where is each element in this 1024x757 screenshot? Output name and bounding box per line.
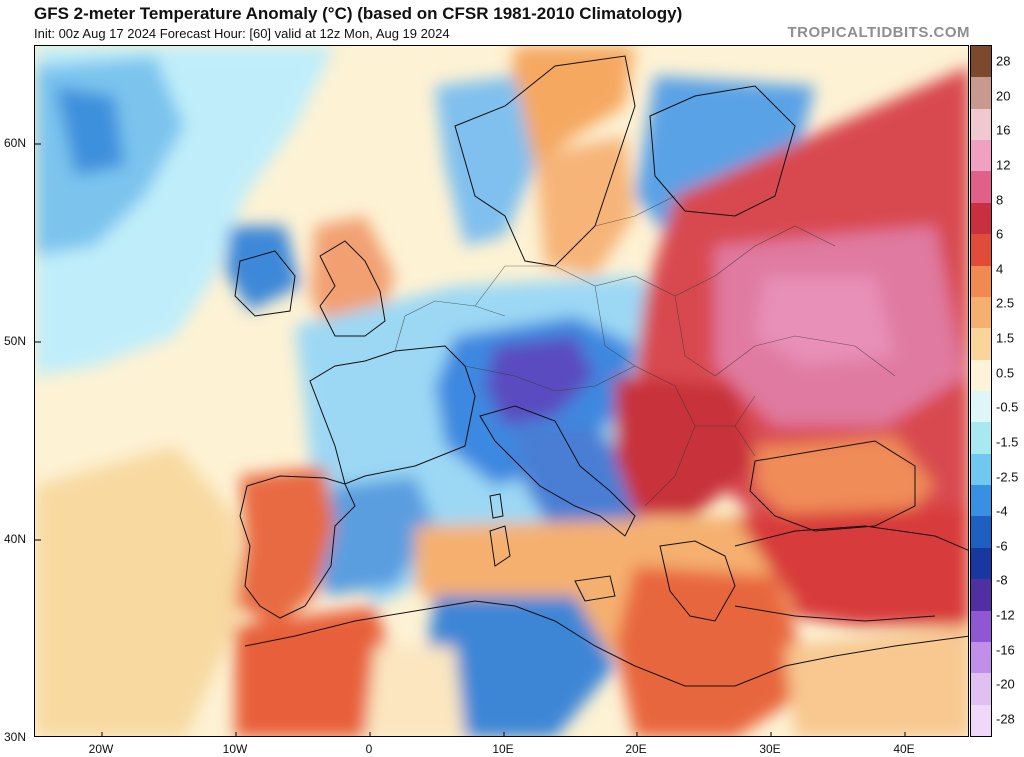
colorbar-label: 28 xyxy=(996,53,1011,69)
ireland-coast xyxy=(234,250,296,317)
colorbar-label: -0.5 xyxy=(996,399,1019,415)
map-subtitle: Init: 00z Aug 17 2024 Forecast Hour: [60… xyxy=(34,26,450,41)
uk-coast xyxy=(319,240,386,337)
morocco-warm xyxy=(235,606,395,736)
colorbar-label: -28 xyxy=(996,711,1015,727)
scandinavia-cool xyxy=(435,76,535,246)
lon-label-0: 0 xyxy=(365,742,373,756)
colorbar-segment xyxy=(971,579,991,612)
belarus-magenta xyxy=(755,276,895,366)
colorbar-label: 6 xyxy=(996,226,1004,242)
brand-watermark: TROPICALTIDBITS.COM xyxy=(787,24,970,41)
sardinia-coast xyxy=(489,525,511,567)
balkans-red xyxy=(615,376,755,516)
atlantic-deep-blue xyxy=(55,86,125,176)
colorbar-segment xyxy=(971,547,991,580)
country-borders xyxy=(394,195,896,507)
colorbar-label: -8 xyxy=(996,572,1008,588)
lon-label-40e: 40E xyxy=(893,742,915,756)
colorbar-segment xyxy=(971,391,991,423)
colorbar-segment xyxy=(971,485,991,517)
colorbar-segment xyxy=(971,46,991,78)
norway-warm xyxy=(505,46,635,166)
colorbar-segment xyxy=(971,516,991,549)
colorbar-segment xyxy=(971,610,991,643)
colorbar-label: -20 xyxy=(996,676,1015,692)
colorbar-label: 0.5 xyxy=(996,365,1015,381)
colorbar-label: 4 xyxy=(996,261,1004,277)
greece-coast xyxy=(659,540,736,622)
lon-label-20e: 20E xyxy=(625,742,647,756)
east-med-hot xyxy=(615,566,815,736)
colorbar-segment xyxy=(971,77,991,110)
colorbar-label: -2.5 xyxy=(996,469,1019,485)
iberia-warm xyxy=(235,466,335,626)
black-sea-coast xyxy=(749,440,916,532)
finland-coast xyxy=(649,85,796,217)
sweden-warm xyxy=(535,136,635,276)
colorbar-label: 12 xyxy=(996,157,1011,173)
colorbar-label: 20 xyxy=(996,88,1011,104)
colorbar-label: 2.5 xyxy=(996,295,1015,311)
colorbar-segment xyxy=(971,704,991,737)
france-coast xyxy=(309,345,476,485)
egypt-neutral xyxy=(785,626,968,736)
colorbar-label: -16 xyxy=(996,642,1015,658)
colorbar-label: -6 xyxy=(996,538,1008,554)
colorbar-segment xyxy=(971,140,991,172)
map-title: GFS 2-meter Temperature Anomaly (°C) (ba… xyxy=(34,4,683,23)
colorbar-segment xyxy=(971,422,991,455)
colorbar-label: 8 xyxy=(996,192,1004,208)
iberia-east-cool xyxy=(315,476,435,596)
colorbar-segment xyxy=(971,265,991,298)
atlantic-southwest-warm xyxy=(35,446,245,736)
colorbar-label: -4 xyxy=(996,503,1008,519)
lon-label-10w: 10W xyxy=(222,742,248,756)
colorbar-segment xyxy=(971,108,991,141)
colorbar-label: 1.5 xyxy=(996,330,1015,346)
anomaly-map xyxy=(35,46,968,736)
map-panel[interactable] xyxy=(34,45,969,737)
lat-label-40n: 40N xyxy=(4,532,27,546)
sicily-coast xyxy=(574,575,616,602)
lon-label-10e: 10E xyxy=(492,742,514,756)
colorbar-segment xyxy=(971,328,991,361)
africa-coast xyxy=(244,600,968,687)
africa-central-warm xyxy=(365,646,465,736)
colorbar-segment xyxy=(971,673,991,706)
colorbar-segment xyxy=(971,453,991,486)
colorbar-segment xyxy=(971,202,991,235)
colorbar-label: -12 xyxy=(996,607,1015,623)
lat-label-60n: 60N xyxy=(4,136,27,150)
colorbar xyxy=(970,45,992,737)
colorbar-label: -1.5 xyxy=(996,434,1019,450)
turkey-red xyxy=(735,506,968,626)
lon-label-30e: 30E xyxy=(759,742,781,756)
lat-label-30n: 30N xyxy=(4,730,27,744)
north-africa-cool xyxy=(425,596,615,736)
colorbar-segment xyxy=(971,359,991,392)
colorbar-segment xyxy=(971,171,991,204)
alps-purple xyxy=(485,336,595,426)
corsica-coast xyxy=(489,493,504,519)
iberia-coast xyxy=(239,475,356,619)
lat-label-50n: 50N xyxy=(4,334,27,348)
ireland-blue xyxy=(225,226,300,311)
colorbar-label: 16 xyxy=(996,122,1011,138)
black-sea-warm xyxy=(755,436,935,526)
turkey-coast xyxy=(734,525,968,622)
colorbar-segment xyxy=(971,296,991,329)
italy-coast xyxy=(479,405,636,537)
lon-label-20w: 20W xyxy=(88,742,114,756)
scandinavia-coast xyxy=(454,55,636,267)
colorbar-segment xyxy=(971,641,991,674)
colorbar-segment xyxy=(971,234,991,267)
